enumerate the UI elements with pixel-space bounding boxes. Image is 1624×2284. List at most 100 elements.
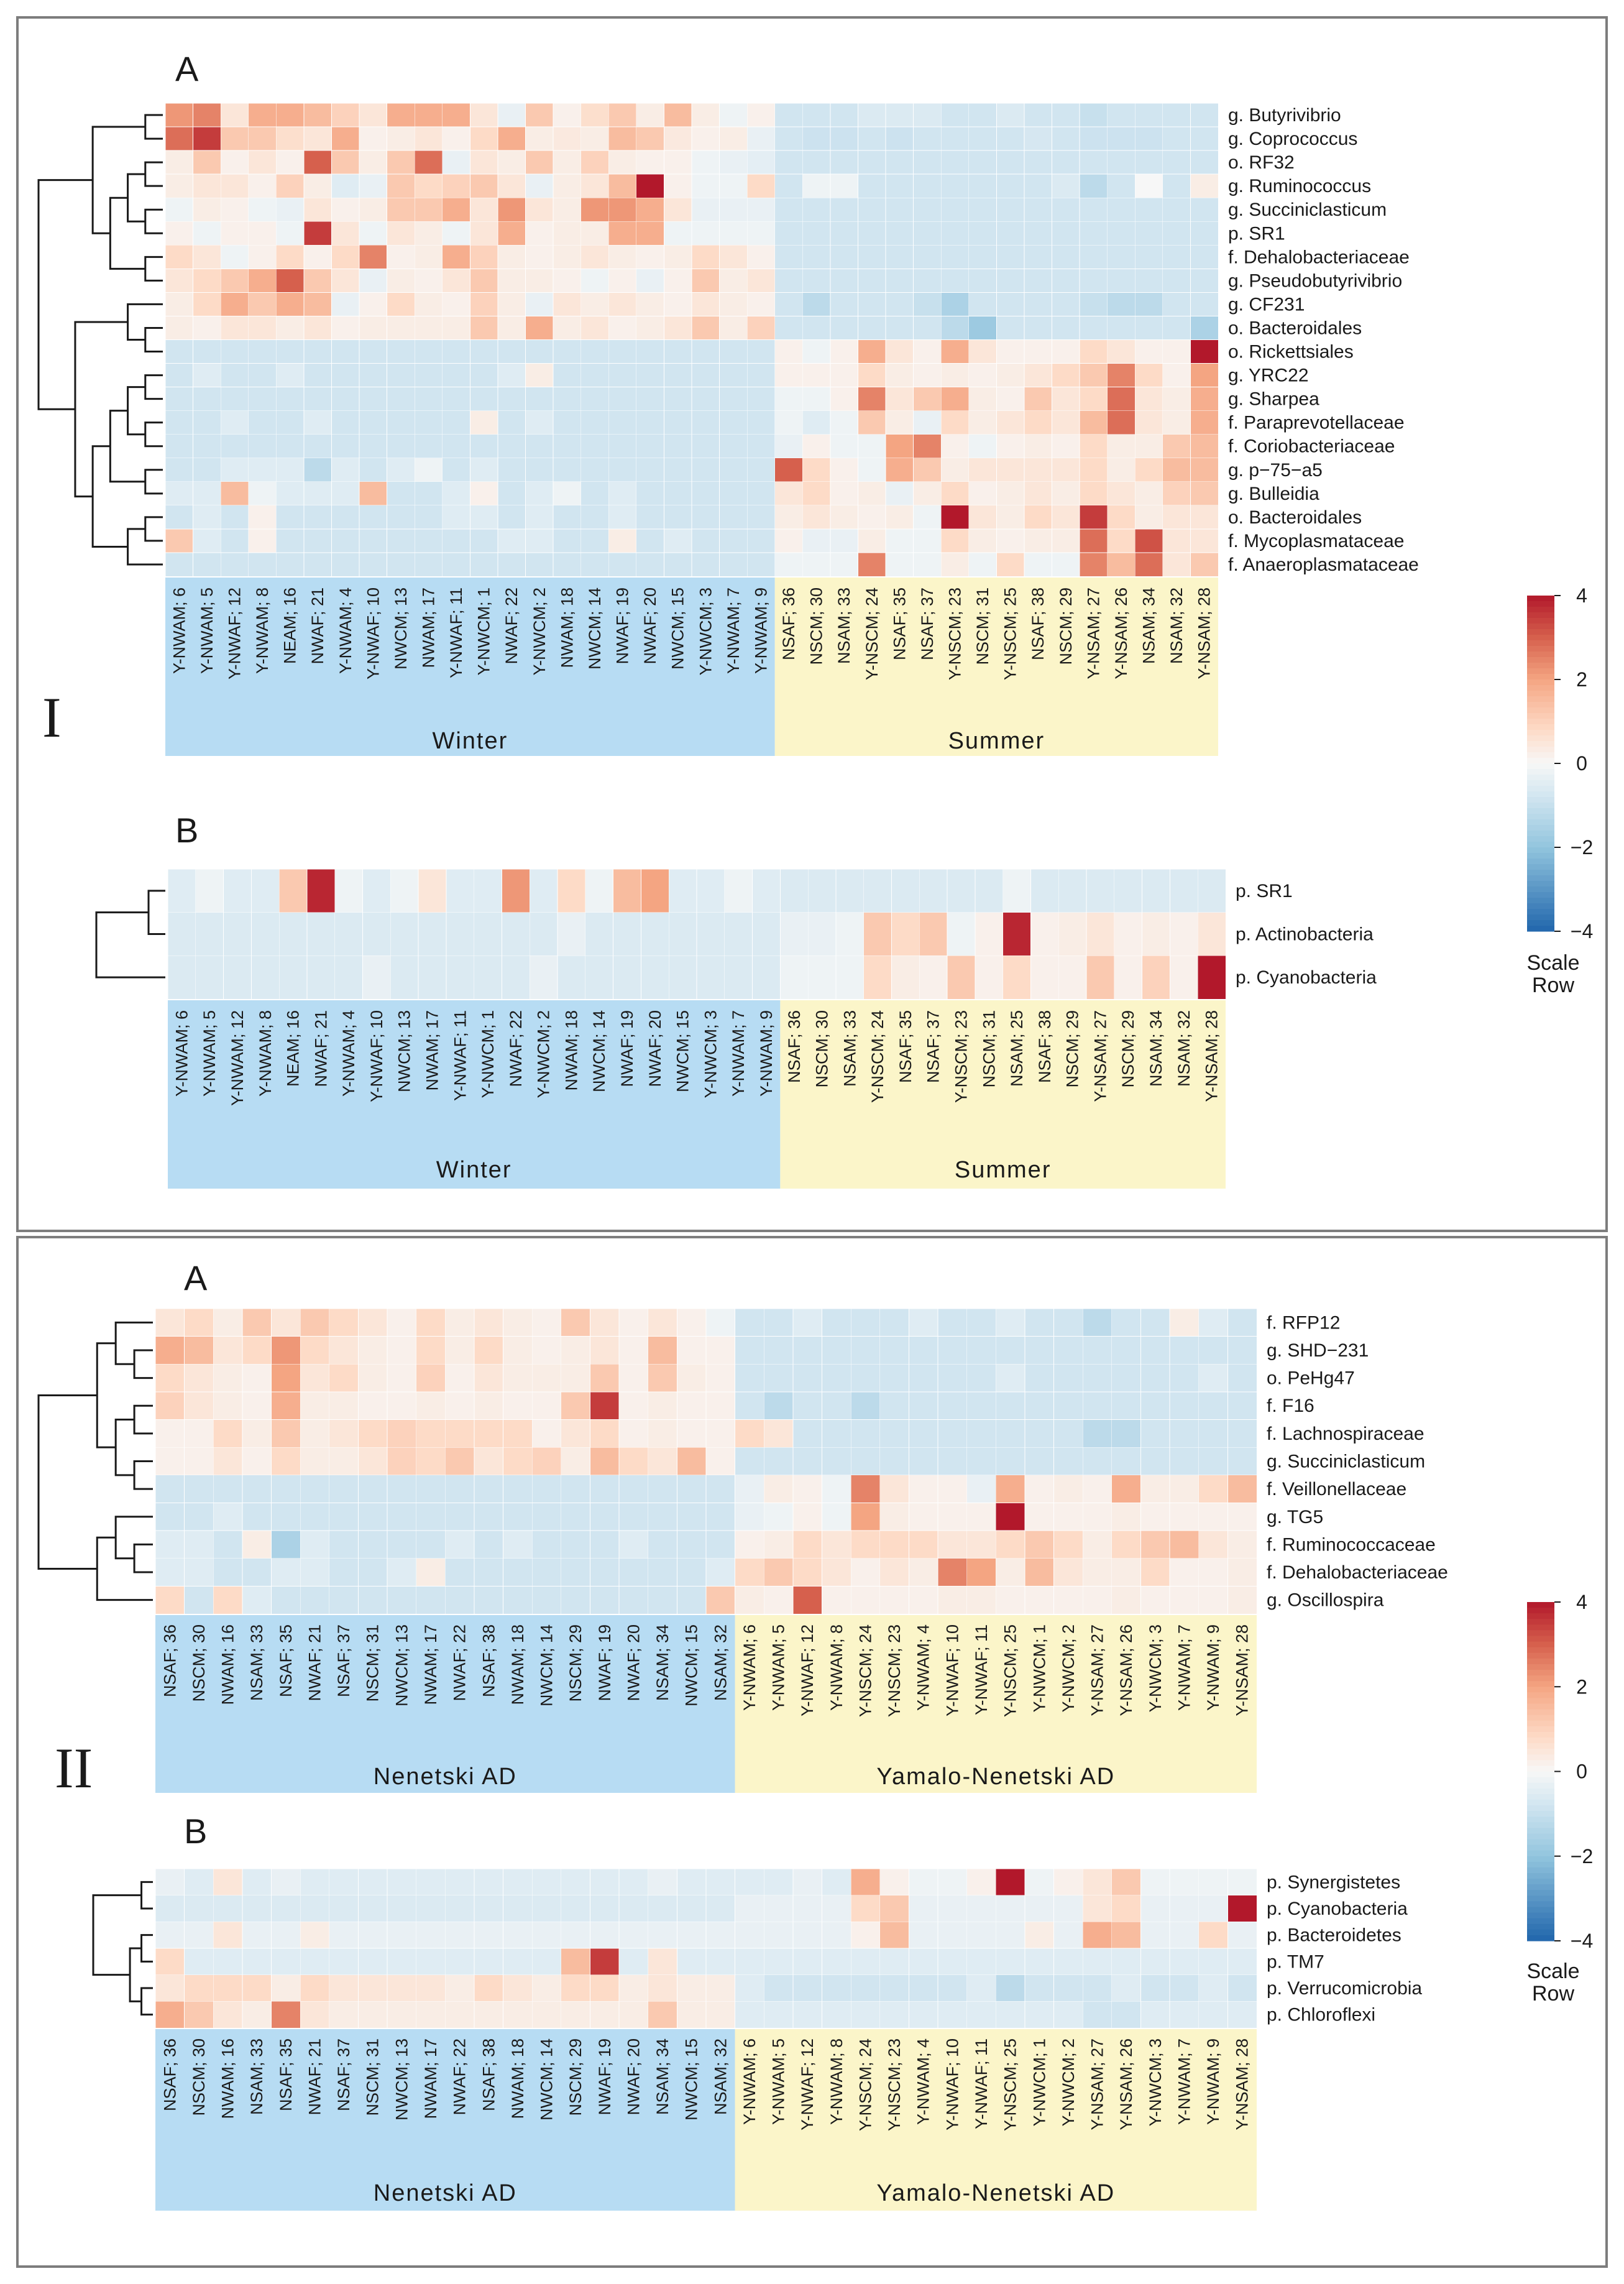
heatmap-cell [306,912,336,957]
heatmap-cell [250,955,280,1000]
heatmap-cell [995,1419,1025,1448]
heatmap-cell [885,528,914,553]
heatmap-cell [275,552,305,577]
heatmap-cell [387,1503,417,1531]
heatmap-cell [1053,1530,1084,1559]
heatmap-cell [691,458,720,482]
heatmap-cell [676,1585,707,1614]
heatmap-cell [1024,552,1053,577]
heatmap-cell [193,126,222,152]
heatmap-cell [940,103,970,127]
column-label: Y-NWAF; 11 [447,587,466,678]
heatmap-cell [792,1336,823,1365]
heatmap-cell [531,2001,562,2028]
heatmap-cell [1107,339,1136,364]
heatmap-cell [636,103,665,127]
heatmap-cell [1024,292,1053,317]
color-key-swatch [1527,1935,1554,1941]
heatmap-cell [913,505,942,530]
heatmap-cell [193,410,222,435]
heatmap-cell [879,1921,910,1949]
heatmap-cell [792,1558,823,1587]
heatmap-cell [885,410,914,435]
heatmap-cell [580,221,610,246]
row-label: p. Bacteroidetes [1267,1925,1402,1946]
heatmap-cell [608,505,637,530]
heatmap-cell [414,316,443,341]
heatmap-cell [1198,2001,1229,2028]
heatmap-cell [940,292,970,317]
heatmap-cell [641,955,670,1000]
heatmap-cell [561,1308,591,1337]
heatmap-cell [636,339,665,364]
heatmap-cell [1052,292,1081,317]
heatmap-cell [774,552,804,577]
column-label: NWCM; 15 [669,587,687,670]
heatmap-cell [213,2001,243,2028]
heatmap-cell [1169,1419,1200,1448]
heatmap-cell [940,552,970,577]
column-label: NSAF; 36 [160,2038,179,2111]
heatmap-cell [184,1895,214,1923]
heatmap-cell [830,173,859,199]
column-label: NSAF; 38 [1035,1010,1054,1083]
heatmap-cell [1082,1419,1112,1448]
heatmap-cell [940,434,970,459]
heatmap-cell [1227,1558,1257,1587]
heatmap-cell [885,316,914,341]
heatmap-cell [909,2001,938,2028]
heatmap-cell [1190,505,1219,530]
heatmap-cell [802,103,831,127]
heatmap-cell [1190,410,1219,435]
heatmap-cell [996,316,1025,341]
heatmap-cell [792,1530,823,1559]
heatmap-cell [858,410,886,435]
heatmap-cell [557,868,586,913]
heatmap-cell [885,505,914,530]
heatmap-cell [553,387,582,412]
heatmap-cell [414,528,443,553]
heatmap-cell [300,2001,330,2028]
heatmap-cell [1024,1419,1055,1448]
heatmap-cell [792,1308,823,1337]
heatmap-cell [719,481,748,506]
heatmap-cell [275,103,305,127]
heatmap-cell [497,552,526,577]
color-key-swatch [1527,791,1554,798]
heatmap-cell [1190,528,1219,553]
heatmap-cell [1024,528,1053,553]
color-key-swatch [1527,859,1554,865]
heatmap-cell [1134,173,1163,199]
heatmap-cell [387,481,416,506]
heatmap-cell [497,268,526,293]
heatmap-cell [940,458,970,482]
column-label: NWAM; 17 [421,1624,440,1705]
row-label: g. Butyrivibrio [1228,105,1341,126]
heatmap-cell [1082,1921,1112,1949]
heatmap-cell [503,2001,533,2028]
heatmap-cell [275,268,305,293]
heatmap-cell [968,150,998,175]
column-label: Y-NWAF; 10 [367,1010,386,1102]
heatmap-cell [608,197,637,223]
heatmap-cell [774,458,804,482]
heatmap-cell [608,221,637,246]
color-key-swatch [1527,1895,1554,1902]
heatmap-cell [1111,1419,1142,1448]
heatmap-cell [664,244,692,270]
heatmap-cell [937,1419,968,1448]
heatmap-cell [1024,1948,1055,1976]
heatmap-cell [879,1530,910,1559]
color-key-swatch [1527,1873,1554,1879]
heatmap-cell [300,1585,330,1614]
heatmap-cell [303,103,333,127]
heatmap-cell [329,1336,359,1365]
heatmap-cell [303,244,333,270]
heatmap-cell [746,150,776,175]
heatmap-cell [303,268,333,293]
heatmap-cell [362,912,392,957]
column-label: Y-NWAM; 8 [253,587,272,674]
column-label: NSAM; 34 [1140,587,1158,664]
heatmap-cell [561,1475,591,1504]
heatmap-cell [830,387,859,412]
